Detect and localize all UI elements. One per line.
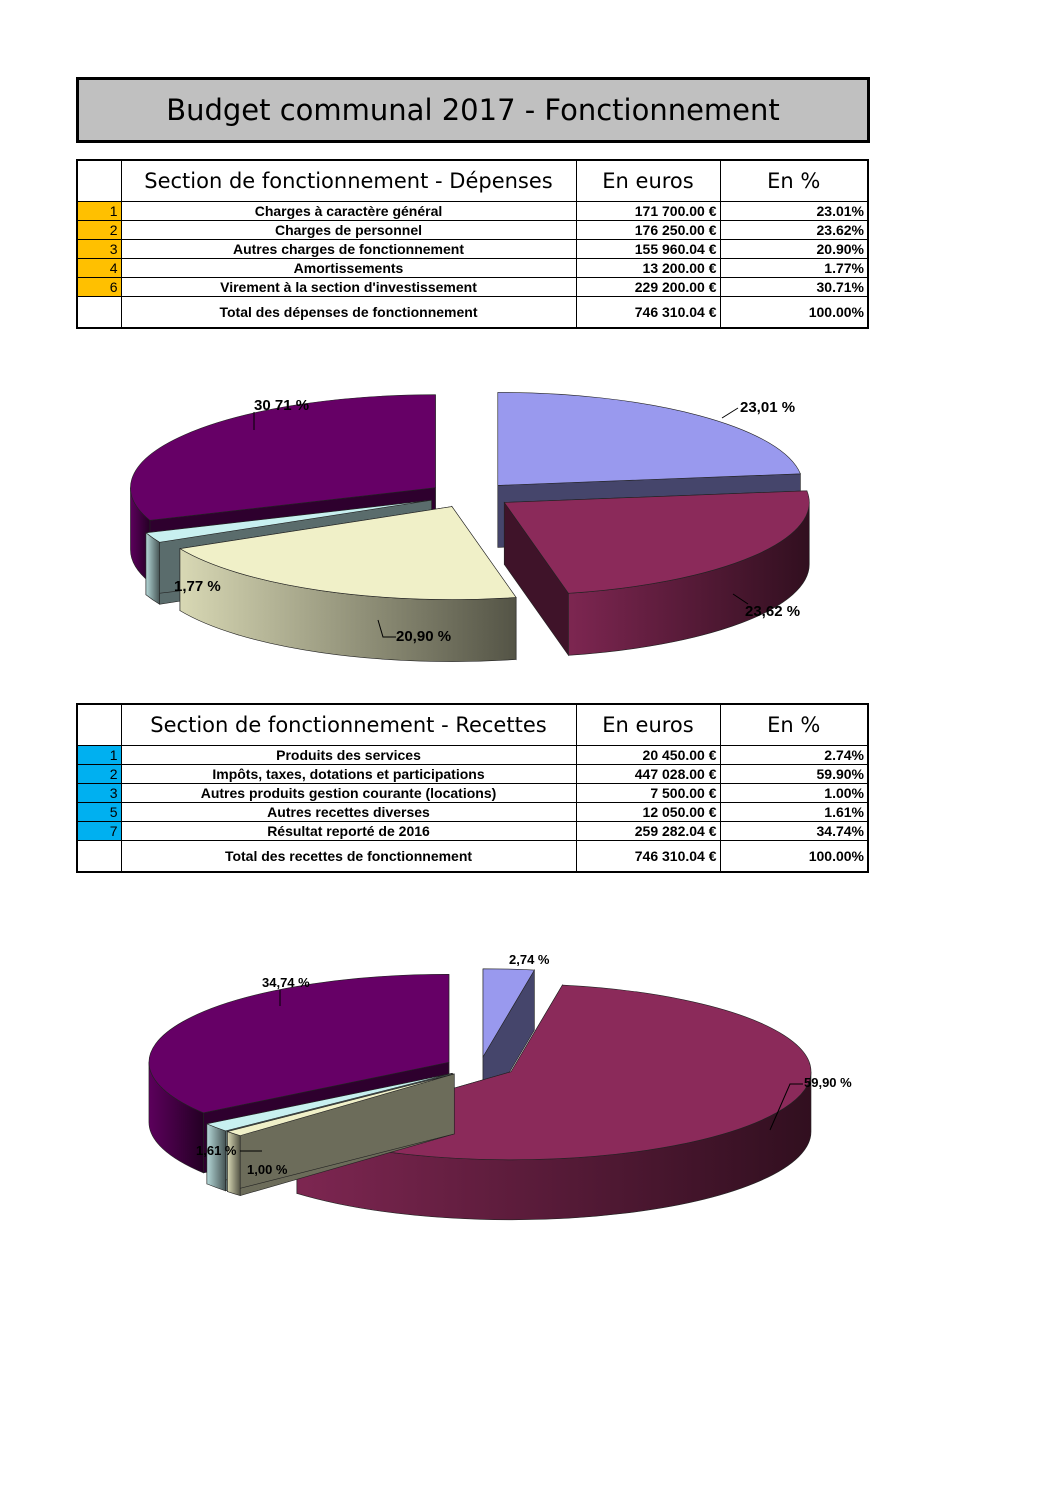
row-label: Virement à la section d'investissement bbox=[120, 277, 577, 297]
pie-slice-top bbox=[179, 506, 517, 600]
row-label: Autres recettes diverses bbox=[120, 802, 577, 822]
euros-header: En euros bbox=[575, 159, 721, 202]
page-title-box: Budget communal 2017 - Fonctionnement bbox=[76, 77, 870, 143]
recettes-header-row: Section de fonctionnement - Recettes En … bbox=[76, 703, 869, 746]
table-row: 2 Charges de personnel 176 250.00 € 23.6… bbox=[76, 220, 869, 240]
row-number: 1 bbox=[76, 745, 122, 765]
row-euros: 171 700.00 € bbox=[575, 201, 721, 221]
page-title: Budget communal 2017 - Fonctionnement bbox=[166, 93, 780, 127]
row-euros: 155 960.04 € bbox=[575, 239, 721, 259]
depenses-section-header: Section de fonctionnement - Dépenses bbox=[120, 159, 577, 202]
pie-slice-wall bbox=[227, 1131, 241, 1197]
pie-slice-top bbox=[482, 968, 535, 1058]
row-pct: 1.77% bbox=[719, 258, 869, 278]
data-label: 1,77 % bbox=[174, 578, 221, 595]
data-label: 2,74 % bbox=[509, 952, 550, 967]
row-label: Autres charges de fonctionnement bbox=[120, 239, 577, 259]
row-euros: 229 200.00 € bbox=[575, 277, 721, 297]
table-row: 2 Impôts, taxes, dotations et participat… bbox=[76, 764, 869, 784]
row-euros: 259 282.04 € bbox=[575, 821, 721, 841]
pie-slice-wall bbox=[145, 532, 160, 605]
row-label: Charges à caractère général bbox=[120, 201, 577, 221]
pie-slice-top bbox=[130, 394, 436, 521]
data-label: 1,00 % bbox=[247, 1162, 288, 1177]
total-pct: 100.00% bbox=[719, 296, 869, 329]
pct-header: En % bbox=[719, 159, 869, 202]
row-euros: 176 250.00 € bbox=[575, 220, 721, 240]
data-label: 23,01 % bbox=[740, 399, 795, 416]
data-label-leader bbox=[721, 407, 739, 419]
table-row: 6 Virement à la section d'investissement… bbox=[76, 277, 869, 297]
total-euros: 746 310.04 € bbox=[575, 840, 721, 873]
pie-slice-top bbox=[497, 392, 801, 486]
data-label: 34,74 % bbox=[262, 975, 310, 990]
pie-slice-top bbox=[226, 1073, 455, 1136]
row-euros: 7 500.00 € bbox=[575, 783, 721, 803]
data-label: 23,62 % bbox=[745, 603, 800, 620]
data-label: 59,90 % bbox=[804, 1075, 852, 1090]
total-pct: 100.00% bbox=[719, 840, 869, 873]
pie-slice-top bbox=[145, 499, 432, 543]
total-blank-cell bbox=[76, 840, 122, 873]
table-row: 3 Autres produits gestion courante (loca… bbox=[76, 783, 869, 803]
data-label: 20,90 % bbox=[396, 628, 451, 645]
row-pct: 59.90% bbox=[719, 764, 869, 784]
row-label: Impôts, taxes, dotations et participatio… bbox=[120, 764, 577, 784]
data-label: 1,61 % bbox=[196, 1143, 237, 1158]
recettes-table: Section de fonctionnement - Recettes En … bbox=[76, 703, 869, 873]
row-pct: 34.74% bbox=[719, 821, 869, 841]
total-row: Total des recettes de fonctionnement 746… bbox=[76, 840, 869, 873]
table-row: 1 Produits des services 20 450.00 € 2.74… bbox=[76, 745, 869, 765]
total-row: Total des dépenses de fonctionnement 746… bbox=[76, 296, 869, 329]
total-label: Total des recettes de fonctionnement bbox=[120, 840, 577, 873]
depenses-header-row: Section de fonctionnement - Dépenses En … bbox=[76, 159, 869, 202]
table-row: 1 Charges à caractère général 171 700.00… bbox=[76, 201, 869, 221]
recettes-section-header: Section de fonctionnement - Recettes bbox=[120, 703, 577, 746]
pie-slice-top bbox=[148, 973, 450, 1114]
row-number: 6 bbox=[76, 277, 122, 297]
pct-header: En % bbox=[719, 703, 869, 746]
pie-slice-top bbox=[503, 490, 810, 594]
data-label-leader bbox=[769, 1083, 803, 1131]
data-label: 30 71 % bbox=[254, 397, 309, 414]
pie-chart-1: 23,01 % 23,62 % 20,90 % 1,77 % 30 71 % bbox=[130, 392, 810, 662]
pie-slice bbox=[179, 505, 517, 662]
pie-slice bbox=[503, 490, 810, 657]
row-number: 1 bbox=[76, 201, 122, 221]
data-label-leader bbox=[377, 619, 396, 638]
total-label: Total des dépenses de fonctionnement bbox=[120, 296, 577, 329]
row-number: 2 bbox=[76, 220, 122, 240]
pie-slice bbox=[226, 1073, 455, 1197]
pie-slice-top bbox=[205, 1073, 453, 1132]
total-euros: 746 310.04 € bbox=[575, 296, 721, 329]
header-blank-cell bbox=[76, 703, 122, 746]
row-label: Charges de personnel bbox=[120, 220, 577, 240]
pie-chart-2: 2,74 % 59,90 % 1,00 % 1,61 % 34,74 % bbox=[148, 952, 852, 1221]
row-number: 7 bbox=[76, 821, 122, 841]
euros-header: En euros bbox=[575, 703, 721, 746]
row-number: 3 bbox=[76, 239, 122, 259]
table-row: 7 Résultat reporté de 2016 259 282.04 € … bbox=[76, 821, 869, 841]
data-label-leader bbox=[732, 593, 749, 605]
row-pct: 30.71% bbox=[719, 277, 869, 297]
row-pct: 2.74% bbox=[719, 745, 869, 765]
depenses-table: Section de fonctionnement - Dépenses En … bbox=[76, 159, 869, 329]
row-euros: 20 450.00 € bbox=[575, 745, 721, 765]
table-row: 3 Autres charges de fonctionnement 155 9… bbox=[76, 239, 869, 259]
total-blank-cell bbox=[76, 296, 122, 329]
row-number: 5 bbox=[76, 802, 122, 822]
row-number: 3 bbox=[76, 783, 122, 803]
